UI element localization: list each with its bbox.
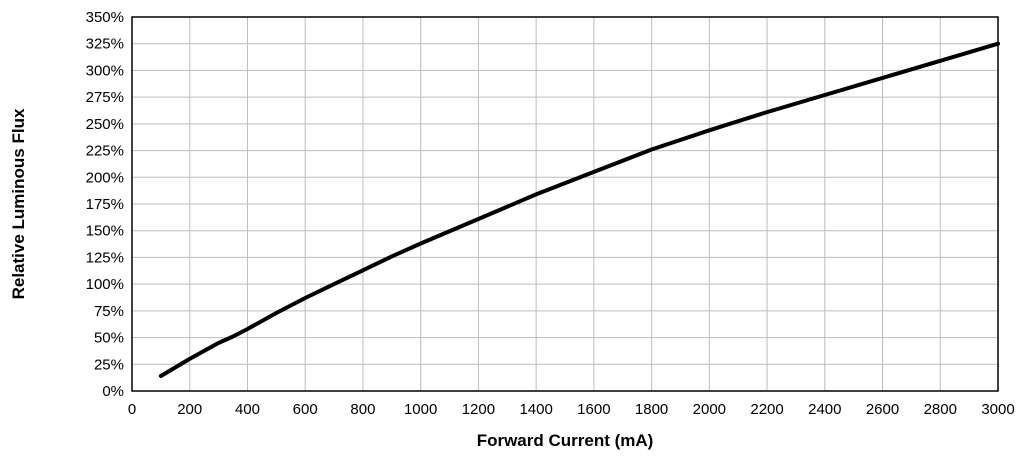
y-tick-label: 300% (86, 62, 124, 79)
y-axis-ticks: 0% 25% 50% 75% 100% 125% 150% 175% 200% 225% 250% 2… (86, 9, 124, 400)
y-tick-label: 75% (94, 303, 124, 320)
luminous-flux-line (158, 41, 1000, 378)
x-tick-label: 0 (128, 401, 136, 418)
x-tick-label: 1200 (462, 401, 495, 418)
y-tick-label: 225% (86, 143, 124, 160)
x-tick-label: 1600 (577, 401, 610, 418)
x-tick-label: 1800 (635, 401, 668, 418)
y-tick-label: 25% (94, 356, 124, 373)
x-tick-label: 2800 (924, 401, 957, 418)
y-axis-title: Relative Luminous Flux (9, 108, 28, 299)
plot-area-frame (131, 16, 999, 392)
y-tick-label: 275% (86, 89, 124, 106)
x-tick-label: 2200 (750, 401, 783, 418)
x-axis-ticks: 0 200 400 600 800 1000 1200 1400 1600 1800 2000 220… (128, 401, 1015, 418)
x-tick-label: 2000 (693, 401, 726, 418)
x-tick-label: 400 (235, 401, 260, 418)
x-tick-label: 1000 (404, 401, 437, 418)
y-tick-label: 325% (86, 36, 124, 53)
y-tick-label: 175% (86, 196, 124, 213)
y-tick-label: 150% (86, 223, 124, 240)
grid (131, 16, 999, 392)
y-tick-label: 125% (86, 249, 124, 266)
y-tick-label: 350% (86, 9, 124, 26)
x-tick-label: 600 (293, 401, 318, 418)
y-tick-label: 0% (102, 383, 124, 400)
x-tick-label: 800 (350, 401, 375, 418)
x-tick-label: 200 (177, 401, 202, 418)
y-tick-label: 250% (86, 116, 124, 133)
x-tick-label: 3000 (981, 401, 1014, 418)
x-axis-title: Forward Current (mA) (477, 431, 654, 450)
x-tick-label: 1400 (519, 401, 552, 418)
y-tick-label: 50% (94, 330, 124, 347)
y-tick-label: 100% (86, 276, 124, 293)
x-tick-label: 2600 (866, 401, 899, 418)
x-tick-label: 2400 (808, 401, 841, 418)
y-tick-label: 200% (86, 169, 124, 186)
